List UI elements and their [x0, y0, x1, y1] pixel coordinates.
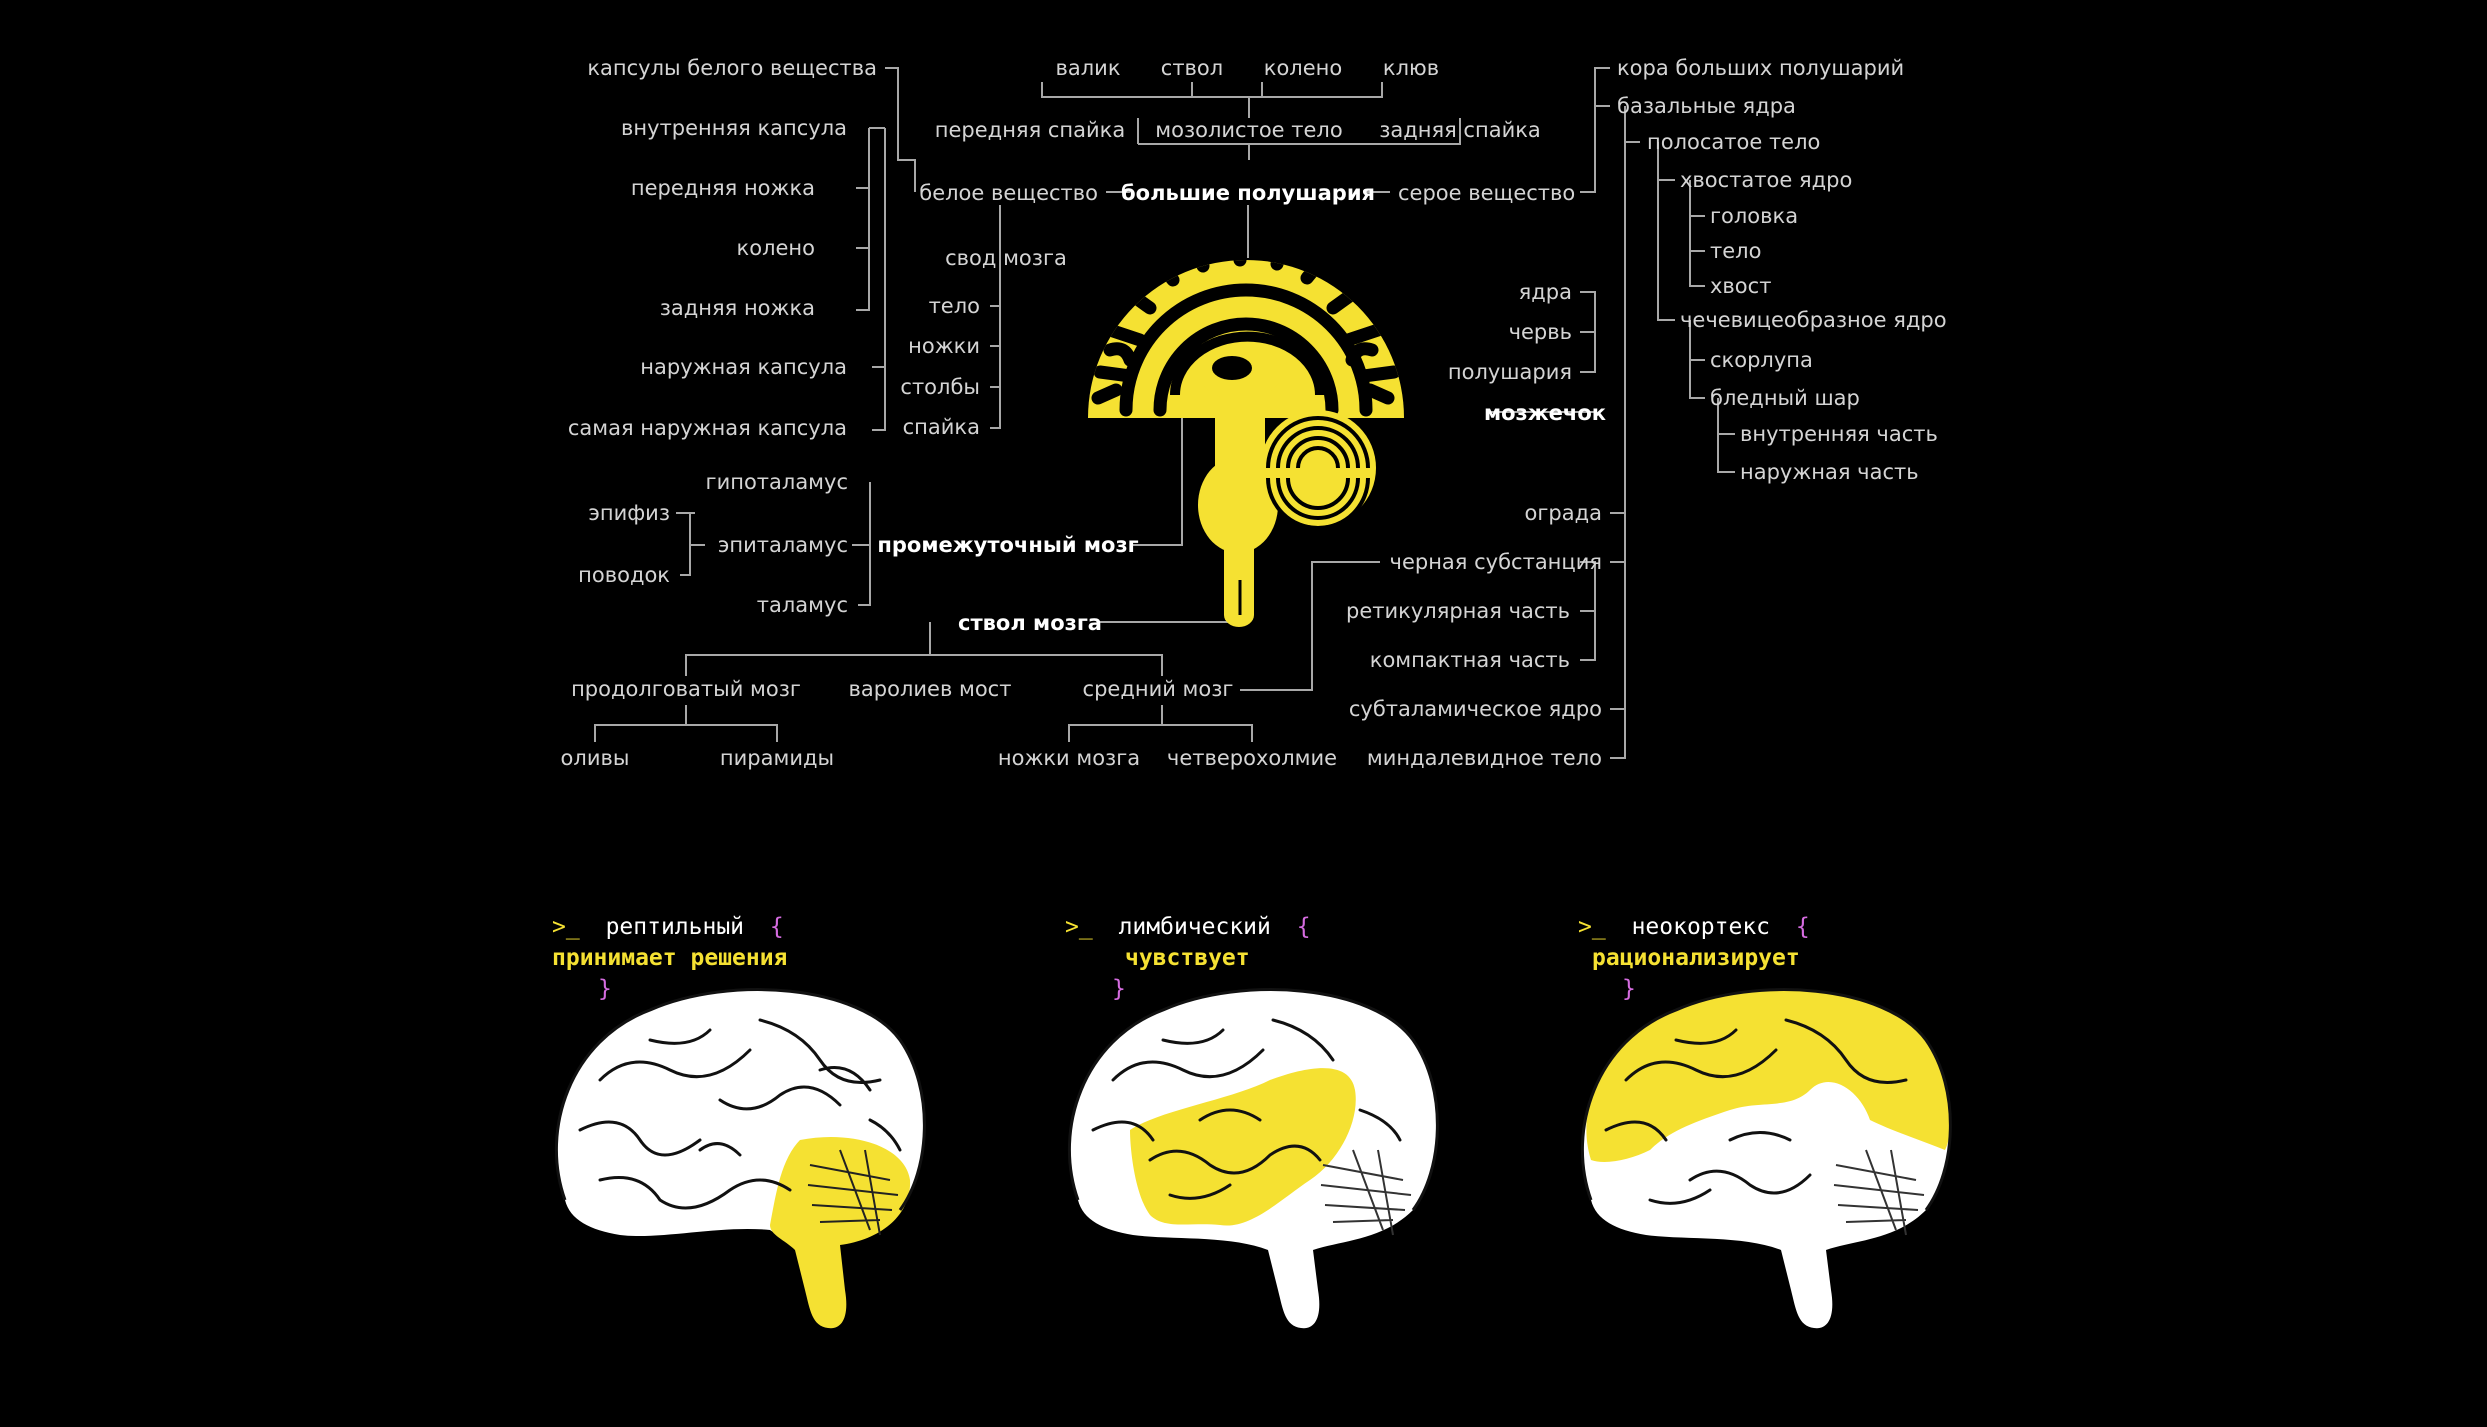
panel-neocortex: >_ неокортекс { рационализирует }	[1578, 914, 1952, 1329]
brainstem-title: ствол мозга	[958, 611, 1102, 635]
panel-name: лимбический	[1119, 914, 1271, 940]
fornix-commissure-label: спайка	[903, 415, 980, 439]
caudate-tail-label: хвост	[1710, 274, 1771, 298]
anterior-commissure-label: передняя спайка	[935, 118, 1125, 142]
thalamus-label: таламус	[757, 593, 848, 617]
panel-value: чувствует	[1125, 945, 1250, 971]
cerebral-peduncles-label: ножки мозга	[998, 746, 1140, 770]
vermis-label: червь	[1509, 320, 1572, 344]
caudate-head-label: головка	[1710, 204, 1798, 228]
panel-value: принимает решения	[552, 945, 787, 971]
diencephalon-title: промежуточный мозг	[877, 533, 1138, 557]
svg-text:>_ лимбический {: >_ лимбический {	[1065, 914, 1311, 940]
fornix-label: свод мозга	[945, 246, 1067, 270]
pyramids-label: пирамиды	[720, 746, 834, 770]
epithalamus-label: эпиталамус	[718, 533, 848, 557]
extreme-capsule-label: самая наружная капсула	[568, 416, 847, 440]
lentiform-label: чечевицеобразное ядро	[1680, 308, 1947, 332]
pallidus-external-label: наружная часть	[1740, 460, 1919, 484]
pallidus-internal-label: внутренняя часть	[1740, 422, 1938, 446]
open-brace: {	[1796, 914, 1810, 940]
cortex-label: кора больших полушарий	[1617, 56, 1904, 80]
close-brace: }	[598, 976, 612, 1002]
fornix-legs-label: ножки	[908, 334, 980, 358]
tree-labels: валик ствол колено клюв передняя спайка …	[561, 56, 1947, 770]
globus-pallidus-label: бледный шар	[1710, 386, 1860, 410]
panel-value: рационализирует	[1592, 945, 1800, 971]
callosum-rostrum-label: клюв	[1383, 56, 1439, 80]
midbrain-label: средний мозг	[1083, 677, 1234, 701]
caudate-body-label: тело	[1710, 239, 1761, 263]
compact-part-label: компактная часть	[1370, 648, 1570, 672]
callosum-trunk-label: ствол	[1161, 56, 1223, 80]
cerebellum-illustration	[1260, 410, 1376, 530]
striatum-label: полосатое тело	[1647, 130, 1820, 154]
open-brace: {	[770, 914, 784, 940]
prompt-symbol: >_	[552, 914, 580, 940]
open-brace: {	[1297, 914, 1311, 940]
amygdala-label: миндалевидное тело	[1367, 746, 1602, 770]
panel-name: неокортекс	[1632, 914, 1770, 940]
habenula-label: поводок	[578, 563, 670, 587]
medulla-label: продолговатый мозг	[571, 677, 801, 701]
hemispheres-title: большие полушария	[1121, 181, 1375, 205]
quadrigemina-label: четверохолмие	[1167, 746, 1337, 770]
close-brace: }	[1112, 976, 1126, 1002]
internal-capsule-label: внутренняя капсула	[621, 116, 847, 140]
svg-text:>_ рептильный {: >_ рептильный {	[552, 914, 784, 940]
sagittal-brain-illustration	[1088, 260, 1404, 627]
brain-side-view-neocortex	[1580, 988, 1952, 1329]
hypothalamus-label: гипоталамус	[706, 470, 848, 494]
posterior-limb-label: задняя ножка	[660, 296, 815, 320]
white-matter-label: белое вещество	[919, 181, 1098, 205]
pons-label: варолиев мост	[849, 677, 1012, 701]
fornix-body-label: тело	[929, 294, 980, 318]
panel-reptilian: >_ рептильный { принимает решения }	[552, 914, 926, 1329]
epiphysis-label: эпифиз	[588, 501, 670, 525]
claustrum-label: ограда	[1525, 501, 1602, 525]
close-brace: }	[1622, 976, 1636, 1002]
genu-label: колено	[737, 236, 815, 260]
fornix-columns-label: столбы	[900, 375, 980, 399]
gray-matter-label: серое вещество	[1398, 181, 1575, 205]
olives-label: оливы	[561, 746, 630, 770]
brain-side-view-reptilian	[554, 988, 926, 1329]
svg-text:>_ неокортекс {: >_ неокортекс {	[1578, 914, 1810, 940]
cerebellum-title: мозжечок	[1484, 401, 1606, 425]
posterior-commissure-label: задняя спайка	[1379, 118, 1541, 142]
corpus-callosum-label: мозолистое тело	[1155, 118, 1342, 142]
reticular-part-label: ретикулярная часть	[1346, 599, 1570, 623]
panel-name: рептильный	[606, 914, 744, 940]
brain-side-view-limbic	[1067, 988, 1439, 1329]
cerebellar-hemispheres-label: полушария	[1448, 360, 1572, 384]
panel-limbic: >_ лимбический { чувствует }	[1065, 914, 1439, 1329]
callosum-splenium-label: валик	[1056, 56, 1121, 80]
caudate-label: хвостатое ядро	[1680, 168, 1852, 192]
prompt-symbol: >_	[1065, 914, 1093, 940]
anterior-limb-label: передняя ножка	[631, 176, 815, 200]
putamen-label: скорлупа	[1710, 348, 1813, 372]
prompt-symbol: >_	[1578, 914, 1606, 940]
substantia-nigra-label: черная субстанция	[1390, 550, 1602, 574]
basal-nuclei-label: базальные ядра	[1617, 94, 1796, 118]
connector-lines	[594, 67, 1735, 759]
callosum-genu-label: колено	[1264, 56, 1342, 80]
external-capsule-label: наружная капсула	[640, 355, 847, 379]
subthalamic-label: субталамическое ядро	[1349, 697, 1602, 721]
cerebellar-nuclei-label: ядра	[1519, 280, 1572, 304]
capsules-label: капсулы белого вещества	[587, 56, 877, 80]
